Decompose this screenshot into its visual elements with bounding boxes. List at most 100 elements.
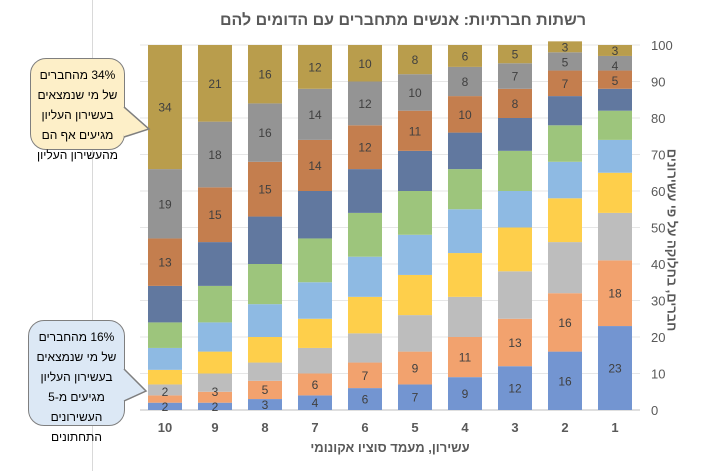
y-tick-label: 80 (651, 111, 665, 126)
bar-segment (198, 45, 232, 122)
data-label: 7 (512, 70, 519, 84)
bar-segment (248, 362, 282, 381)
bar-segment (598, 45, 632, 56)
bar-segment (198, 322, 232, 352)
bar-segment (298, 373, 332, 396)
bar-segment (248, 103, 282, 162)
bar-segment (348, 256, 382, 297)
data-label: 8 (462, 75, 469, 89)
bar-segment (148, 384, 182, 396)
bar-segment (298, 191, 332, 239)
bar-segment (598, 172, 632, 213)
callout-bottom-deciles: 16% מהחברים של מי שנמצאים בעשירון העליון… (28, 320, 148, 444)
data-label: 11 (459, 351, 472, 365)
bar-segment (348, 45, 382, 82)
bar-segment (348, 169, 382, 213)
bar-segment (348, 125, 382, 170)
data-label: 3 (562, 40, 569, 54)
bar-segment (248, 45, 282, 104)
data-label: 7 (362, 369, 369, 383)
data-label: 6 (462, 49, 469, 63)
bar-segment (298, 318, 332, 348)
y-tick-label: 40 (651, 257, 665, 272)
bar-segment (598, 212, 632, 261)
data-label: 16 (558, 316, 572, 330)
bar-segment (398, 274, 432, 316)
data-label: 9 (462, 387, 469, 401)
data-label: 12 (508, 382, 522, 396)
bar-segment (398, 315, 432, 352)
bar-segment (248, 161, 282, 217)
data-label: 2 (212, 400, 219, 414)
bar-segment (548, 198, 582, 243)
bar-segment (148, 395, 182, 403)
data-label: 6 (362, 393, 369, 407)
y-tick-label: 60 (651, 184, 665, 199)
callout-top-decile: 34% מהחברים של מי שנמצאים בעשירון העליון… (30, 58, 151, 162)
y-tick-label: 50 (651, 221, 665, 236)
data-label: 16 (258, 126, 272, 140)
bar-segment (598, 70, 632, 89)
callout-line: העשירונים (50, 410, 103, 424)
x-tick-label: 4 (461, 420, 469, 435)
bar-segment (548, 125, 582, 162)
y-axis-label: חברים, בחלוקה על פי עשירונים (664, 148, 680, 332)
bar-segment (548, 161, 582, 199)
data-label: 18 (208, 148, 222, 162)
bar-segment (498, 227, 532, 272)
data-label: 2 (162, 400, 169, 414)
bar-segment (148, 45, 182, 170)
bar-segment (448, 209, 482, 254)
bar-segment (448, 337, 482, 378)
data-label: 12 (358, 141, 372, 155)
bar-segment (498, 63, 532, 89)
bar-segment (398, 191, 432, 235)
bar-segment (598, 110, 632, 140)
data-label: 12 (358, 97, 372, 111)
data-label: 23 (608, 362, 622, 376)
data-label: 5 (512, 48, 519, 62)
bar-segment (298, 282, 332, 319)
data-label: 15 (258, 183, 272, 197)
bar-segment (498, 118, 532, 151)
bar-segment (598, 326, 632, 410)
bar-segment (298, 139, 332, 191)
data-label: 11 (409, 124, 422, 138)
y-tick-label: 0 (651, 403, 658, 418)
data-label: 6 (312, 378, 319, 392)
bar-segment (398, 384, 432, 410)
bar-segment (398, 234, 432, 275)
x-tick-label: 8 (261, 420, 268, 435)
bar-segment (198, 373, 232, 392)
bar-segment (548, 293, 582, 352)
bar-segment (448, 253, 482, 297)
bar-segment (548, 242, 582, 294)
bar-segment (448, 169, 482, 210)
bar-segment (498, 366, 532, 410)
bar-segment (298, 88, 332, 140)
bar-segment (198, 402, 232, 410)
bar-segment (198, 391, 232, 403)
bar-segment (598, 260, 632, 327)
data-label: 3 (612, 44, 619, 58)
data-label: 4 (612, 59, 619, 73)
bar-segment (198, 242, 232, 286)
bar-segment (248, 304, 282, 337)
data-label: 3 (262, 398, 269, 412)
data-label: 10 (358, 57, 372, 71)
bar-segment (548, 52, 582, 71)
data-label: 16 (558, 374, 572, 388)
bar-segment (148, 347, 182, 370)
data-label: 14 (308, 108, 322, 122)
bar-segment (448, 296, 482, 337)
bar-segment (148, 369, 182, 385)
callout-line: 16% מהחברים (38, 330, 115, 344)
chart-title: רשתות חברתיות: אנשים מתחברים עם הדומים ל… (219, 12, 587, 29)
bar-segment (448, 132, 482, 170)
bar-segment (148, 322, 182, 348)
x-tick-label: 7 (311, 420, 318, 435)
callout-line: בעשירון העליון (40, 370, 113, 384)
bar-segment (498, 88, 532, 118)
y-tick-label: 30 (651, 294, 665, 309)
